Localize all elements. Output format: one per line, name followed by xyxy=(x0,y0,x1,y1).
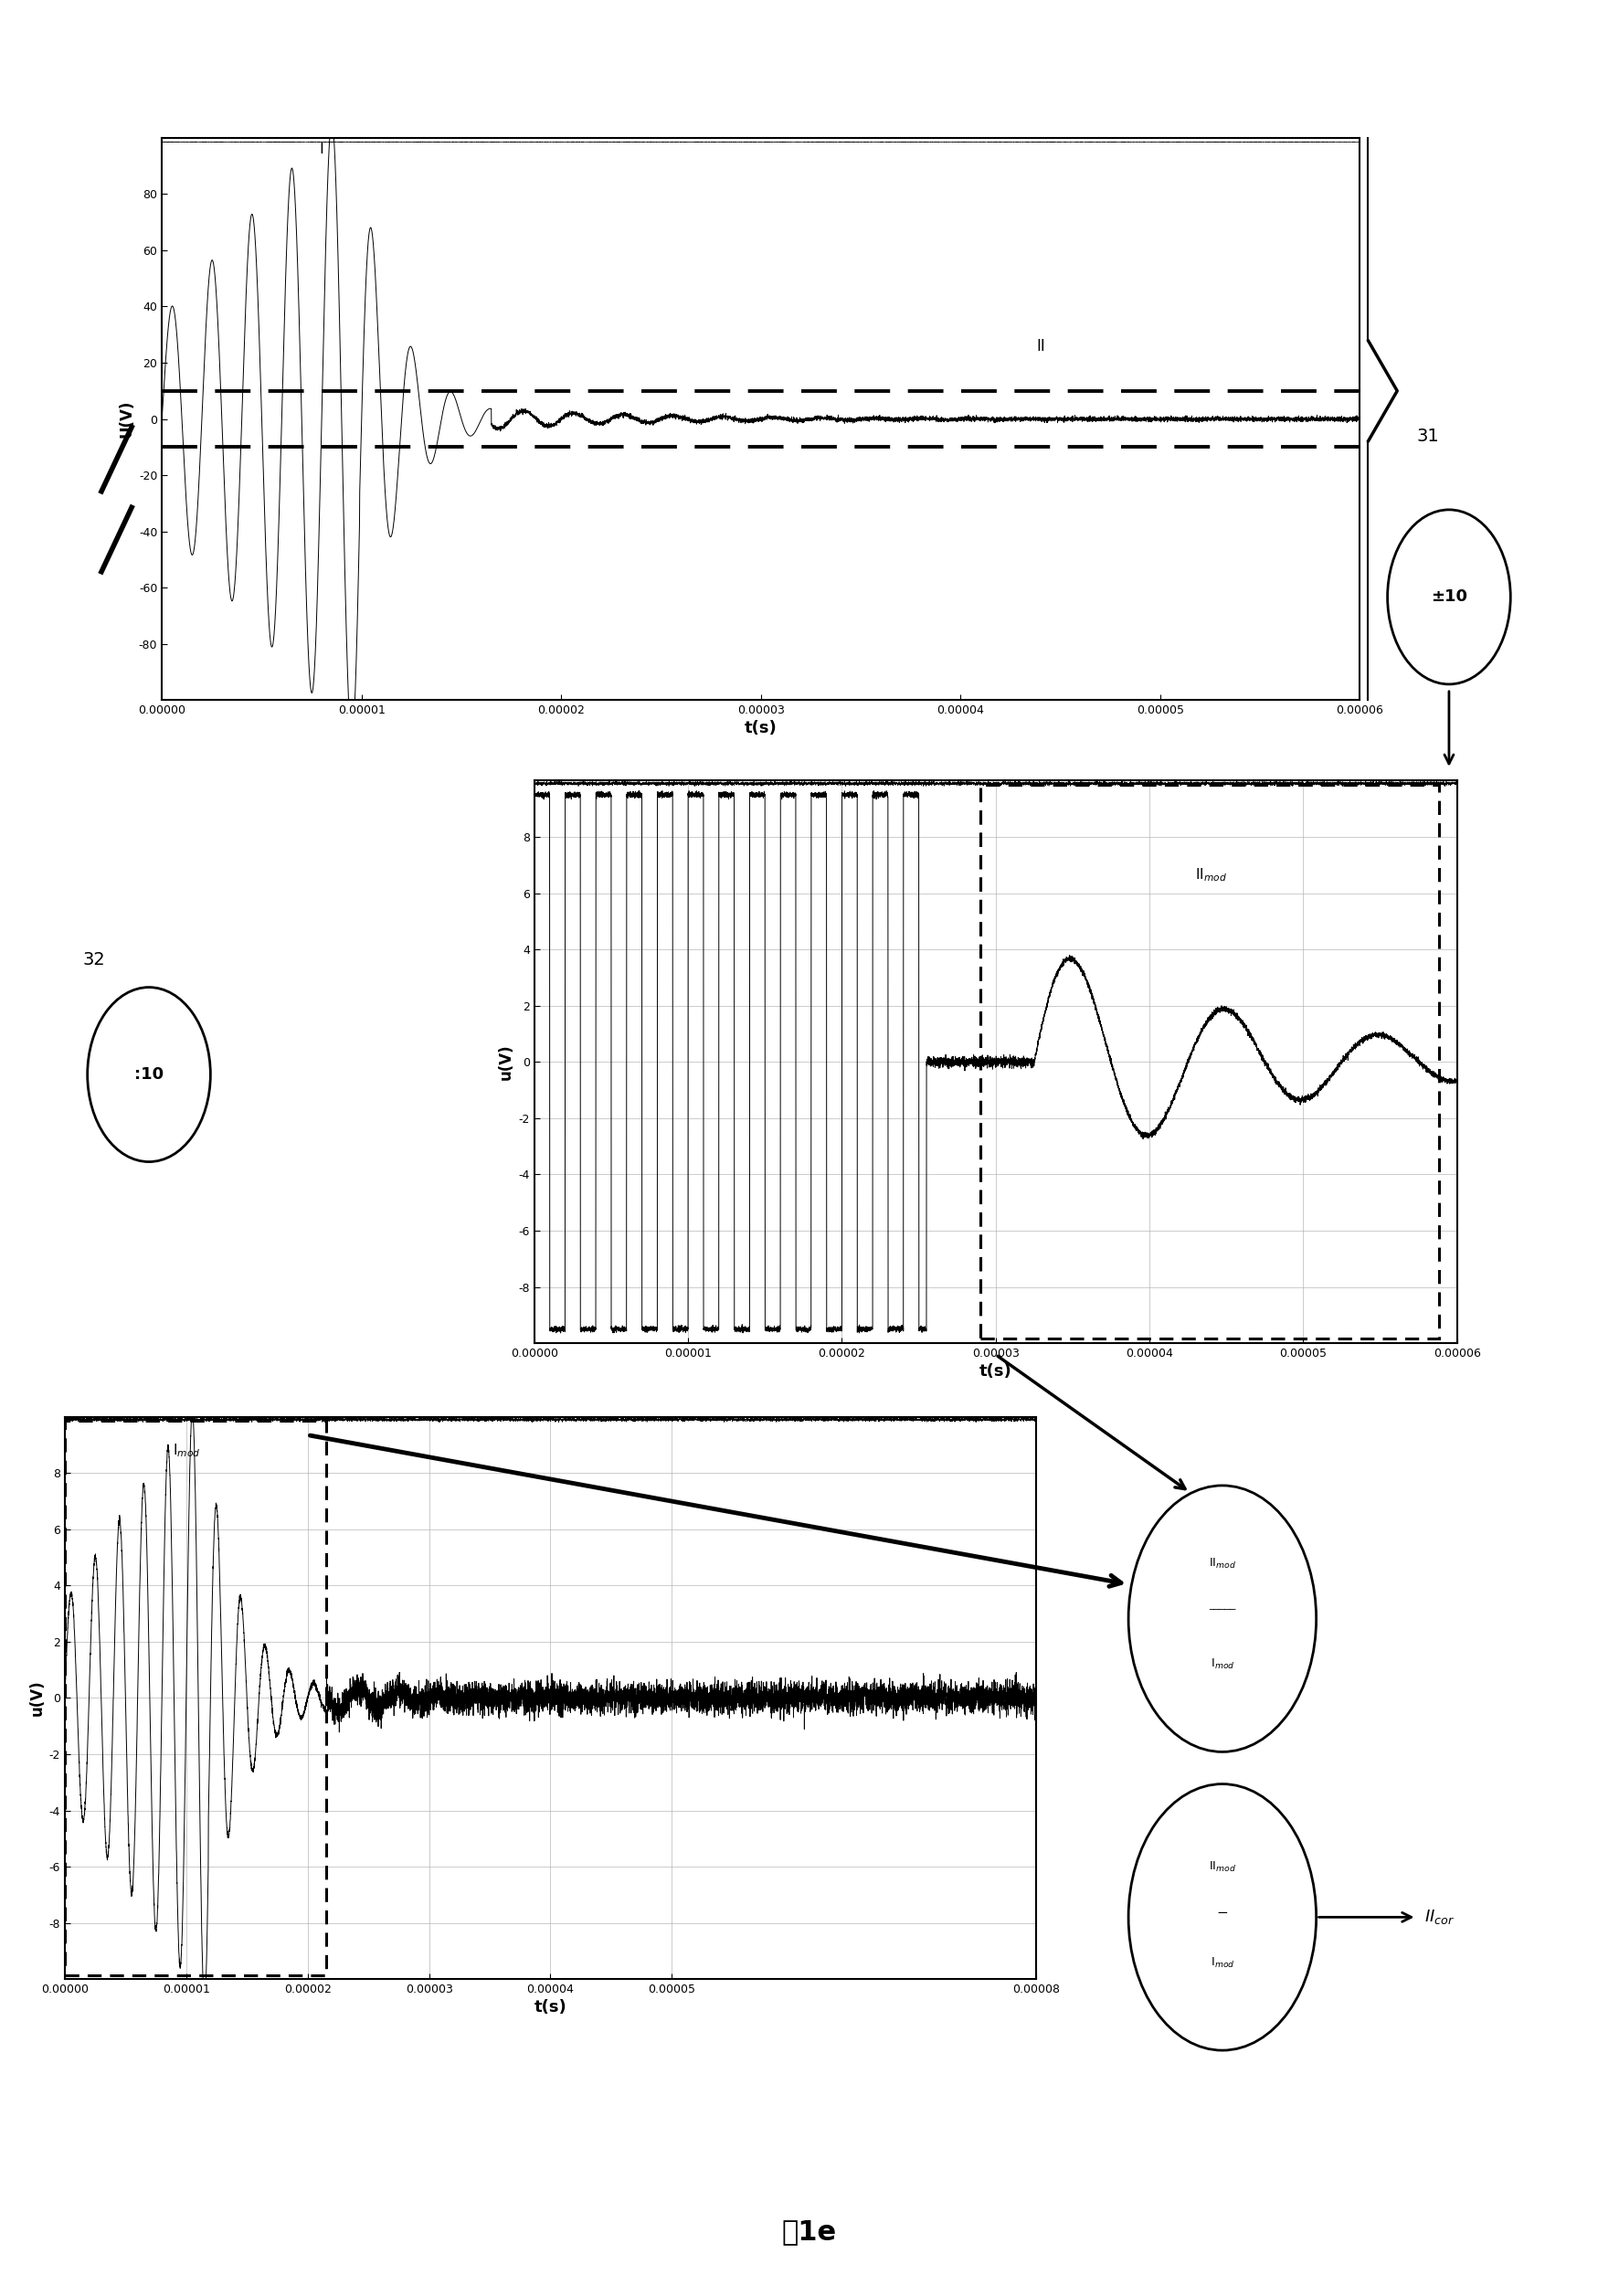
Text: −: − xyxy=(1216,1906,1229,1919)
Text: 32: 32 xyxy=(83,951,105,969)
Bar xyxy=(979,785,1439,1339)
Bar xyxy=(65,1421,325,1975)
Text: II$_{mod}$: II$_{mod}$ xyxy=(1195,866,1227,884)
Text: I$_{mod}$: I$_{mod}$ xyxy=(1209,1658,1235,1671)
X-axis label: t(s): t(s) xyxy=(979,1364,1012,1380)
Text: :10: :10 xyxy=(134,1065,164,1084)
X-axis label: t(s): t(s) xyxy=(534,2000,567,2016)
Text: I$_{mod}$: I$_{mod}$ xyxy=(1209,1956,1235,1970)
Text: II$_{mod}$: II$_{mod}$ xyxy=(1208,1557,1237,1570)
Text: II: II xyxy=(1036,338,1044,354)
Y-axis label: u(V): u(V) xyxy=(29,1681,45,1715)
Text: II$_{mod}$: II$_{mod}$ xyxy=(1208,1860,1237,1874)
Y-axis label: U(V): U(V) xyxy=(118,400,134,439)
Text: I$_{mod}$: I$_{mod}$ xyxy=(172,1442,201,1458)
Text: ±10: ±10 xyxy=(1431,588,1467,606)
X-axis label: t(s): t(s) xyxy=(745,721,777,737)
Text: $II_{cor}$: $II_{cor}$ xyxy=(1425,1908,1455,1926)
Text: ─────: ───── xyxy=(1209,1605,1235,1614)
Text: 图1e: 图1e xyxy=(782,2218,837,2245)
Text: I: I xyxy=(319,140,324,158)
Text: 31: 31 xyxy=(1417,427,1439,445)
Y-axis label: u(V): u(V) xyxy=(499,1045,515,1079)
